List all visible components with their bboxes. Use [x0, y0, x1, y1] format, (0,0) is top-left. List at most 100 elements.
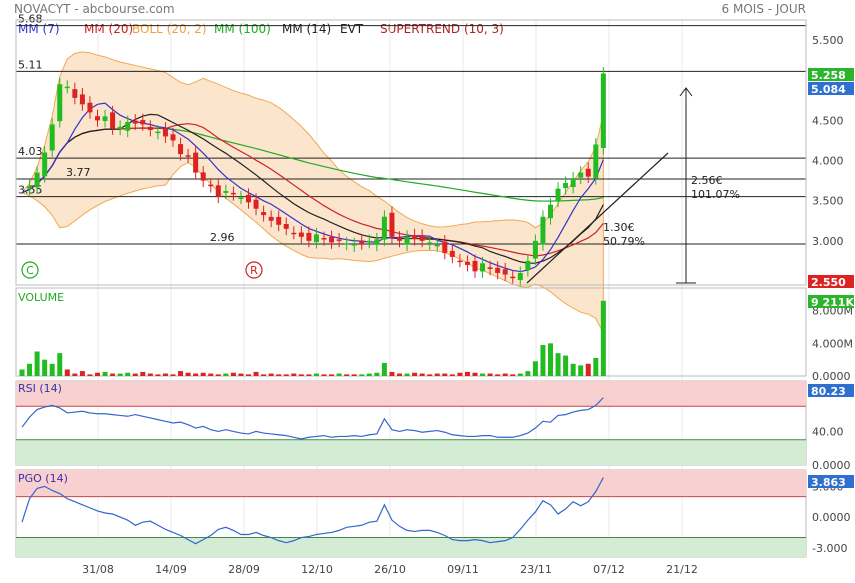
pgo-y-tick: 0.0000 — [812, 511, 851, 524]
volume-bar — [147, 373, 153, 376]
candle-body — [253, 199, 259, 209]
volume-bar — [87, 374, 93, 376]
volume-bar — [381, 362, 387, 376]
x-tick-label: 26/10 — [374, 563, 406, 576]
volume-bar — [57, 353, 63, 376]
price-y-tick: 3.000 — [812, 235, 844, 248]
volume-bar — [434, 373, 440, 376]
candle-body — [495, 267, 501, 273]
price-level-label: 3.77 — [66, 166, 91, 179]
candle-body — [79, 94, 85, 105]
volume-bar — [487, 373, 493, 376]
volume-bar — [261, 374, 267, 376]
volume-bar — [321, 374, 327, 376]
rsi-overbought-zone — [16, 381, 806, 407]
value-badge — [808, 82, 854, 95]
candle-body — [427, 242, 433, 244]
move-annotation: 2.56€ — [691, 174, 723, 187]
legend-item: BOLL (20, 2) — [132, 22, 207, 36]
volume-bar — [480, 373, 486, 376]
volume-bar — [95, 372, 100, 376]
volume-bar — [329, 374, 335, 376]
candle-body — [593, 144, 599, 179]
candle-body — [178, 144, 184, 155]
x-tick-label: 14/09 — [155, 563, 187, 576]
candle-body — [298, 232, 304, 237]
volume-bar — [344, 374, 350, 376]
volume-bar — [532, 361, 538, 376]
volume-bar — [178, 371, 184, 376]
candle-body — [72, 89, 78, 98]
volume-bar — [268, 373, 274, 376]
volume-bar — [117, 373, 123, 376]
volume-bar — [555, 353, 561, 376]
rsi-y-tick: 0.0000 — [812, 459, 851, 472]
candle-body — [34, 172, 40, 188]
volume-bar — [253, 371, 259, 376]
signal-marker — [21, 261, 39, 279]
volume-bar — [79, 371, 85, 376]
rsi-y-tick: 40.00 — [812, 425, 844, 438]
volume-bar — [540, 344, 546, 376]
candle-body — [291, 232, 297, 235]
candle-body — [389, 212, 395, 237]
legend-item: MM (100) — [214, 22, 271, 36]
trend-line — [526, 152, 669, 284]
candle-body — [27, 186, 33, 189]
candle-body — [397, 237, 402, 241]
move-arrowhead — [679, 87, 693, 97]
volume-bar — [223, 373, 229, 376]
volume-bar — [64, 369, 70, 376]
candle-body — [563, 183, 569, 189]
candle-body — [132, 120, 138, 124]
volume-bar — [27, 363, 33, 376]
volume-bar — [200, 372, 206, 376]
value-badge — [808, 295, 854, 308]
candle-body — [321, 238, 327, 240]
volume-bar — [298, 374, 304, 376]
volume-bar — [585, 363, 591, 376]
candle-body — [404, 236, 410, 245]
volume-bar — [215, 374, 221, 376]
volume-bar — [495, 374, 501, 376]
volume-bar — [125, 372, 131, 376]
volume-bar — [102, 371, 108, 376]
volume-bar — [291, 373, 297, 376]
volume-bar — [563, 355, 569, 376]
candle-body — [110, 112, 116, 129]
price-y-tick: 4.000 — [812, 155, 844, 168]
volume-bar — [230, 372, 236, 376]
candle-body — [374, 239, 380, 245]
candle-body — [344, 243, 350, 245]
volume-bar — [578, 365, 584, 376]
candle-body — [555, 188, 561, 201]
candle-body — [351, 244, 357, 246]
pgo-line — [21, 477, 604, 545]
legend-item: MM (20) — [84, 22, 133, 36]
candle-body — [283, 224, 289, 229]
candle-body — [578, 172, 584, 178]
volume-bar — [419, 373, 425, 376]
volume-bar — [510, 374, 516, 376]
x-tick-label: 31/08 — [82, 563, 114, 576]
candle-body — [57, 84, 63, 122]
price-level-label: 5.68 — [18, 13, 43, 26]
candle-body — [532, 240, 538, 259]
candle-body — [548, 204, 553, 219]
volume-bar — [49, 363, 55, 376]
value-badge-text: 2.550 — [811, 276, 846, 289]
volume-bar — [359, 374, 365, 376]
x-tick-label: 21/12 — [666, 563, 698, 576]
volume-bar — [19, 369, 25, 376]
candle-body — [525, 260, 531, 271]
candle-body — [449, 250, 455, 257]
volume-bar — [389, 371, 395, 376]
volume-bar — [548, 343, 553, 376]
volume-bar — [72, 373, 78, 376]
value-badge — [808, 275, 854, 288]
x-tick-label: 28/09 — [228, 563, 260, 576]
rsi-title: RSI (14) — [18, 382, 62, 395]
price-level-label: 2.96 — [210, 231, 235, 244]
